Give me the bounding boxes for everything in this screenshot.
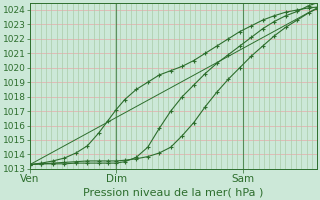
X-axis label: Pression niveau de la mer( hPa ): Pression niveau de la mer( hPa ): [84, 187, 264, 197]
